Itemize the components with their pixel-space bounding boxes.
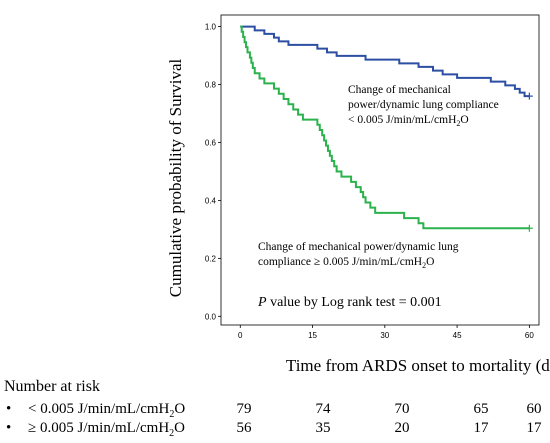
annotation-low-line3: < 0.005 J/min/mL/cmH2O [348, 114, 469, 128]
risk-row-low: • < 0.005 J/min/mL/cmH2O 79 74 70 65 60 [4, 401, 550, 421]
risk-count: 17 [473, 420, 489, 436]
x-tick-label: 60 [525, 331, 534, 340]
x-axis-ticks: 0 15 30 45 60 [238, 325, 534, 340]
annotation-high-line2: compliance ≥ 0.005 J/min/mL/cmH2O [258, 256, 434, 270]
y-axis-title: Cumulative probability of Survival [166, 59, 185, 298]
y-tick-label: 0.2 [205, 254, 217, 263]
y-tick-label: 0.0 [205, 312, 217, 321]
x-tick-label: 15 [308, 331, 317, 340]
survival-curve-high [240, 25, 530, 230]
y-tick-label: 0.8 [205, 81, 217, 90]
risk-count: 70 [394, 401, 410, 417]
risk-count: 65 [473, 401, 489, 417]
risk-row-label: ≥ 0.005 J/min/mL/cmH2O [28, 420, 185, 439]
x-tick-label: 45 [453, 331, 462, 340]
survival-chart: 0.0 0.2 0.4 0.6 0.8 1.0 0 15 30 45 60 Cumulative … [166, 14, 550, 375]
y-tick-label: 0.4 [205, 196, 217, 205]
x-tick-label: 0 [238, 331, 243, 340]
x-axis-title: Time from ARDS onset to mortality (days) [286, 356, 550, 375]
p-value-annotation: P value by Log rank test = 0.001 [257, 295, 442, 310]
risk-count: 56 [236, 420, 252, 436]
risk-count: 17 [526, 420, 542, 436]
risk-row-label: < 0.005 J/min/mL/cmH2O [28, 401, 186, 420]
number-at-risk-table: Number at risk • < 0.005 J/min/mL/cmH2O … [4, 378, 550, 440]
y-axis-ticks: 0.0 0.2 0.4 0.6 0.8 1.0 [205, 23, 221, 321]
risk-count: 74 [315, 401, 331, 417]
annotation-low-line2: power/dynamic lung compliance [348, 99, 499, 111]
x-tick-label: 30 [380, 331, 389, 340]
survival-curve-low [240, 25, 530, 98]
risk-table-title: Number at risk [4, 378, 100, 395]
annotation-low-line1: Change of mechanical [348, 84, 451, 96]
plot-frame [220, 14, 540, 326]
risk-count: 20 [394, 420, 410, 436]
annotation-high-line1: Change of mechanical power/dynamic lung [258, 241, 459, 253]
series-layer [240, 25, 533, 232]
bullet-icon: • [6, 420, 12, 436]
risk-count: 79 [236, 401, 252, 417]
bullet-icon: • [6, 401, 12, 417]
y-tick-label: 0.6 [205, 138, 217, 147]
y-tick-label: 1.0 [205, 23, 217, 32]
risk-row-high: • ≥ 0.005 J/min/mL/cmH2O 56 35 20 17 17 [4, 420, 550, 440]
risk-count: 35 [315, 420, 331, 436]
risk-count: 60 [526, 401, 542, 417]
